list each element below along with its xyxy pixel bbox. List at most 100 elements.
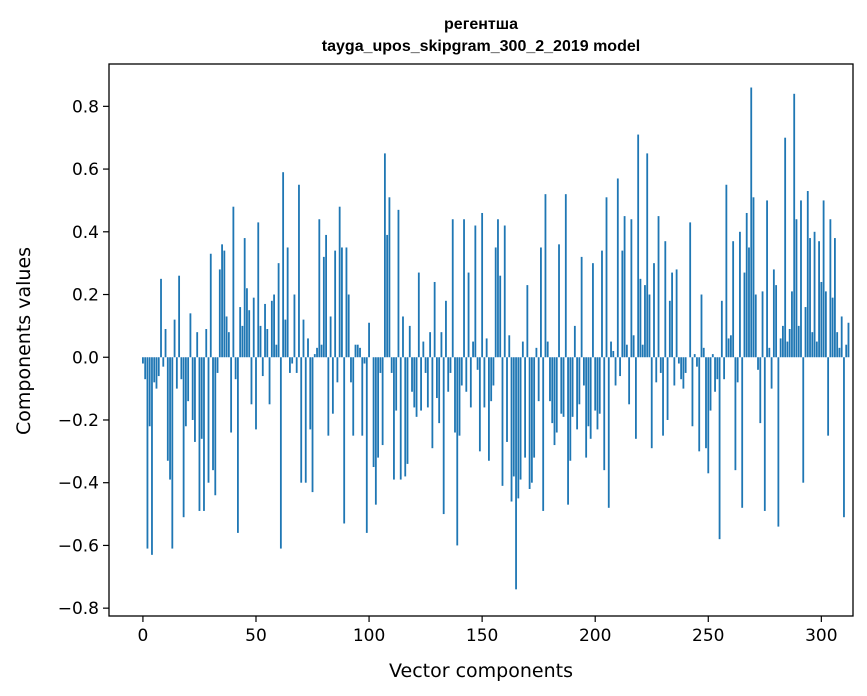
bar-227 [655,357,658,383]
bar-170 [526,285,529,358]
bar-69 [298,184,300,358]
bar-90 [345,247,348,358]
bar-62 [282,172,285,358]
bar-290 [797,325,800,358]
bar-125 [424,357,427,373]
bar-70 [300,357,303,483]
bar-181 [551,357,554,424]
bar-237 [677,357,680,364]
bar-83 [329,316,332,358]
bar-75 [311,357,314,493]
bar-262 [734,357,737,471]
bar-271 [754,294,757,358]
bar-288 [793,93,796,358]
bar-152 [485,338,488,358]
bar-91 [347,294,350,358]
bar-309 [840,316,843,358]
x-axis-ticks: 0 50 100 150 200 250 300 [138,616,838,646]
bar-287 [791,291,793,358]
y-tick-label: 0.0 [72,348,99,368]
bar-71 [302,319,305,358]
bar-305 [831,297,834,358]
bar-215 [628,357,631,405]
bar-85 [334,250,337,358]
bar-186 [562,357,565,417]
bar-14 [173,319,176,358]
bar-217 [632,335,635,358]
bar-123 [420,357,422,411]
bar-23 [194,357,196,442]
x-tick-label: 300 [805,626,837,646]
bar-58 [273,294,275,358]
bar-87 [338,206,341,358]
chart-title-line1: регентша [444,16,518,33]
bar-111 [393,357,395,480]
bar-245 [696,357,698,367]
bar-81 [325,234,327,358]
chart-title-line2: tayga_upos_skipgram_300_2_2019 model [322,38,640,55]
bar-165 [515,357,517,590]
bar-179 [546,341,549,358]
bar-289 [795,219,798,358]
bar-45 [243,238,246,358]
bar-10 [164,329,167,358]
bar-291 [800,200,802,358]
bar-4 [151,357,153,555]
bar-136 [449,357,452,373]
bar-166 [517,357,520,499]
bar-31 [212,357,214,471]
bar-273 [759,357,762,424]
bar-292 [802,357,805,483]
bar-285 [786,341,789,358]
bars-group [142,87,852,590]
bar-214 [625,344,628,358]
bar-145 [469,357,472,408]
bar-293 [804,307,807,358]
bar-73 [307,338,309,358]
bar-284 [784,137,787,358]
bar-252 [711,354,714,358]
bar-240 [684,357,687,373]
bar-126 [426,357,429,408]
bar-236 [675,269,678,358]
bar-254 [716,357,719,380]
bar-260 [729,335,732,358]
bar-158 [499,275,502,358]
bar-304 [829,219,832,358]
bar-26 [200,357,203,439]
bar-67 [293,294,296,358]
x-tick-label: 200 [579,626,611,646]
bar-219 [637,134,640,358]
bar-113 [397,209,400,358]
bar-174 [535,347,538,358]
bar-306 [834,238,836,358]
bar-97 [361,357,364,436]
bar-146 [472,341,474,358]
bar-303 [827,357,830,436]
bar-187 [564,194,567,358]
bar-102 [372,357,375,468]
bar-259 [727,338,730,358]
bar-268 [748,247,750,358]
bar-301 [822,200,825,358]
bar-47 [248,310,251,358]
bar-191 [573,325,576,358]
bar-20 [187,357,190,402]
bar-163 [510,357,513,502]
bar-218 [635,357,637,439]
bar-54 [264,303,266,358]
bar-132 [440,332,443,358]
bar-201 [596,357,599,430]
bar-263 [736,357,739,383]
bar-266 [743,272,746,358]
bar-22 [191,357,194,420]
bar-176 [540,247,542,358]
bar-66 [291,357,294,364]
bar-84 [331,357,334,414]
bar-279 [772,269,775,358]
bar-131 [438,357,441,424]
bar-171 [528,357,531,489]
bar-212 [621,250,624,358]
bar-30 [209,253,212,358]
bar-193 [578,357,581,405]
